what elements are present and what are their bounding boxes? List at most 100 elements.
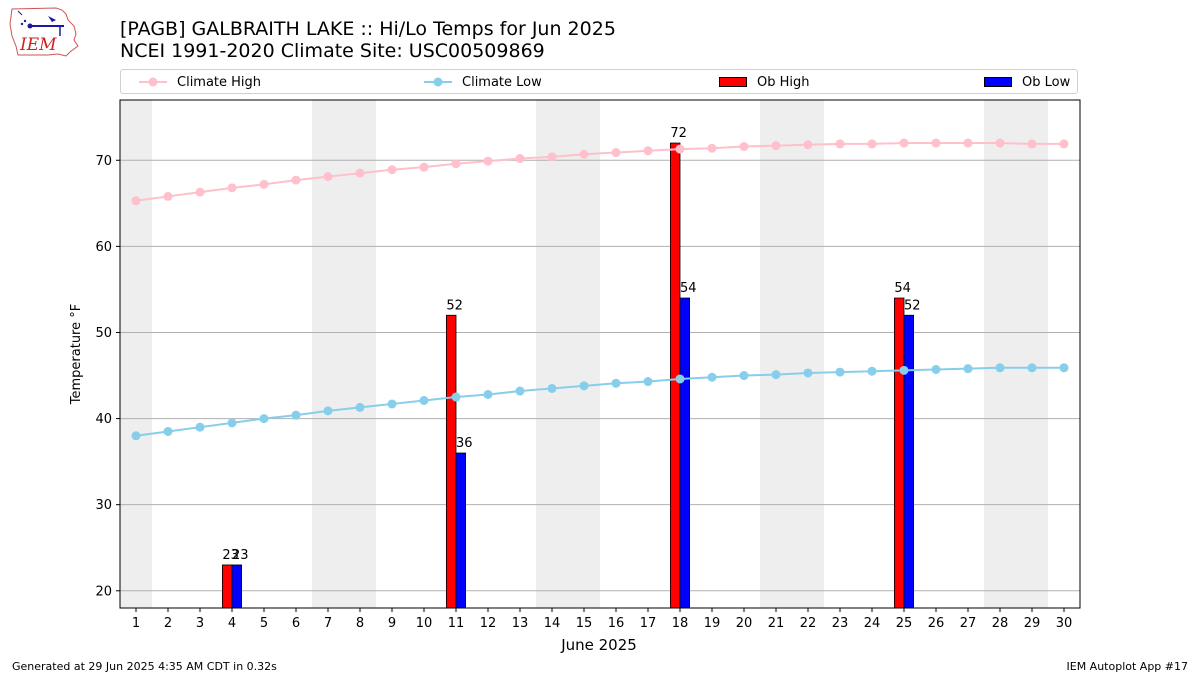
x-tick-label: 29 [1024,616,1041,631]
climate-low-point [323,406,333,416]
climate-low-point [451,392,461,402]
weekend-band [984,100,1048,608]
ob-high-bar [221,564,233,609]
climate-low-point [515,386,525,396]
climate-low-point [387,399,397,409]
chart-title: [PAGB] GALBRAITH LAKE :: Hi/Lo Temps for… [120,18,616,40]
climate-high-point [739,141,749,151]
climate-high-point [227,183,237,193]
ob-high-bar-label: 72 [670,126,687,141]
weekend-band [536,100,600,608]
ob-high-bar-label: 52 [446,298,463,313]
climate-low-point [995,363,1005,373]
climate-low-line [135,366,1064,437]
ob-low-bar-label: 54 [680,281,697,296]
x-tick-label: 12 [480,616,497,631]
ob-low-bar-label: 52 [904,298,921,313]
climate-low-point [643,377,653,387]
ob-low-bar [455,452,467,609]
x-tick-label: 28 [992,616,1009,631]
climate-high-point [131,196,141,206]
ob-low-bar [231,564,243,609]
y-tick-label: 50 [95,326,112,341]
legend-label: Ob Low [1022,74,1071,90]
climate-high-point [931,138,941,148]
climate-low-point [579,381,589,391]
climate-high-point [259,179,269,189]
climate-low-point [547,383,557,393]
y-tick-label: 70 [95,154,112,169]
legend-line-icon [139,77,167,87]
x-tick-label: 8 [356,616,364,631]
x-tick-label: 15 [576,616,593,631]
x-tick-label: 17 [640,616,657,631]
y-axis-title: Temperature °F [69,304,84,405]
climate-low-point [835,367,845,377]
x-tick-label: 3 [196,616,204,631]
legend-bar-icon [719,77,747,87]
climate-high-point [163,191,173,201]
climate-low-point [771,370,781,380]
climate-high-point [515,154,525,164]
weekend-band [120,100,152,608]
climate-high-point [547,152,557,162]
climate-high-point [803,140,813,150]
x-tick-label: 5 [260,616,268,631]
ob-high-bar [445,314,457,609]
climate-high-point [867,139,877,149]
legend-item-climate-high: Climate High [139,73,261,91]
footer-generated: Generated at 29 Jun 2025 4:35 AM CDT in … [12,660,277,673]
x-tick-label: 25 [896,616,913,631]
ob-low-bar [679,297,691,609]
x-tick-label: 18 [672,616,689,631]
climate-high-point [707,143,717,153]
climate-high-point [195,187,205,197]
y-tick-label: 40 [95,412,112,427]
climate-high-point [899,138,909,148]
legend: Climate High Climate Low Ob High Ob Low [120,69,1078,94]
ob-low-bar [903,314,915,609]
climate-low-point [227,418,237,428]
climate-low-point [419,395,429,405]
climate-low-point [131,431,141,441]
x-tick-label: 10 [416,616,433,631]
ob-high-bar-label: 23 [222,548,239,563]
iem-logo: IEM [8,6,80,58]
climate-high-point [1027,139,1037,149]
legend-label: Climate High [177,74,262,90]
climate-high-point [451,159,461,169]
ob-low-bar-label: 36 [456,436,473,451]
x-tick-label: 22 [800,616,817,631]
climate-high-point [483,156,493,166]
climate-high-point [1059,139,1069,149]
climate-low-point [675,374,685,384]
climate-low-point [1059,363,1069,373]
plot-frame [119,99,1081,609]
climate-high-point [643,146,653,156]
x-tick-label: 13 [512,616,529,631]
legend-item-climate-low: Climate Low [424,73,542,91]
climate-low-point [899,365,909,375]
footer-app-id: IEM Autoplot App #17 [1066,660,1189,673]
y-tick-label: 20 [95,584,112,599]
climate-low-point [291,410,301,420]
y-tick-label: 30 [95,498,112,513]
climate-low-point [355,402,365,412]
ob-high-bar [894,297,905,609]
x-tick-label: 6 [292,616,300,631]
x-tick-label: 24 [864,616,881,631]
x-tick-label: 23 [832,616,849,631]
legend-line-icon [424,77,452,87]
climate-low-point [931,364,941,374]
climate-high-point [611,148,621,158]
climate-low-point [739,371,749,381]
x-tick-label: 26 [928,616,945,631]
climate-high-point [355,168,365,178]
x-tick-label: 7 [324,616,332,631]
x-tick-label: 2 [164,616,172,631]
climate-high-line [135,142,1064,202]
legend-label: Climate Low [462,74,542,90]
legend-label: Ob High [757,74,810,90]
legend-bar-icon [984,77,1012,87]
weekend-band [312,100,376,608]
